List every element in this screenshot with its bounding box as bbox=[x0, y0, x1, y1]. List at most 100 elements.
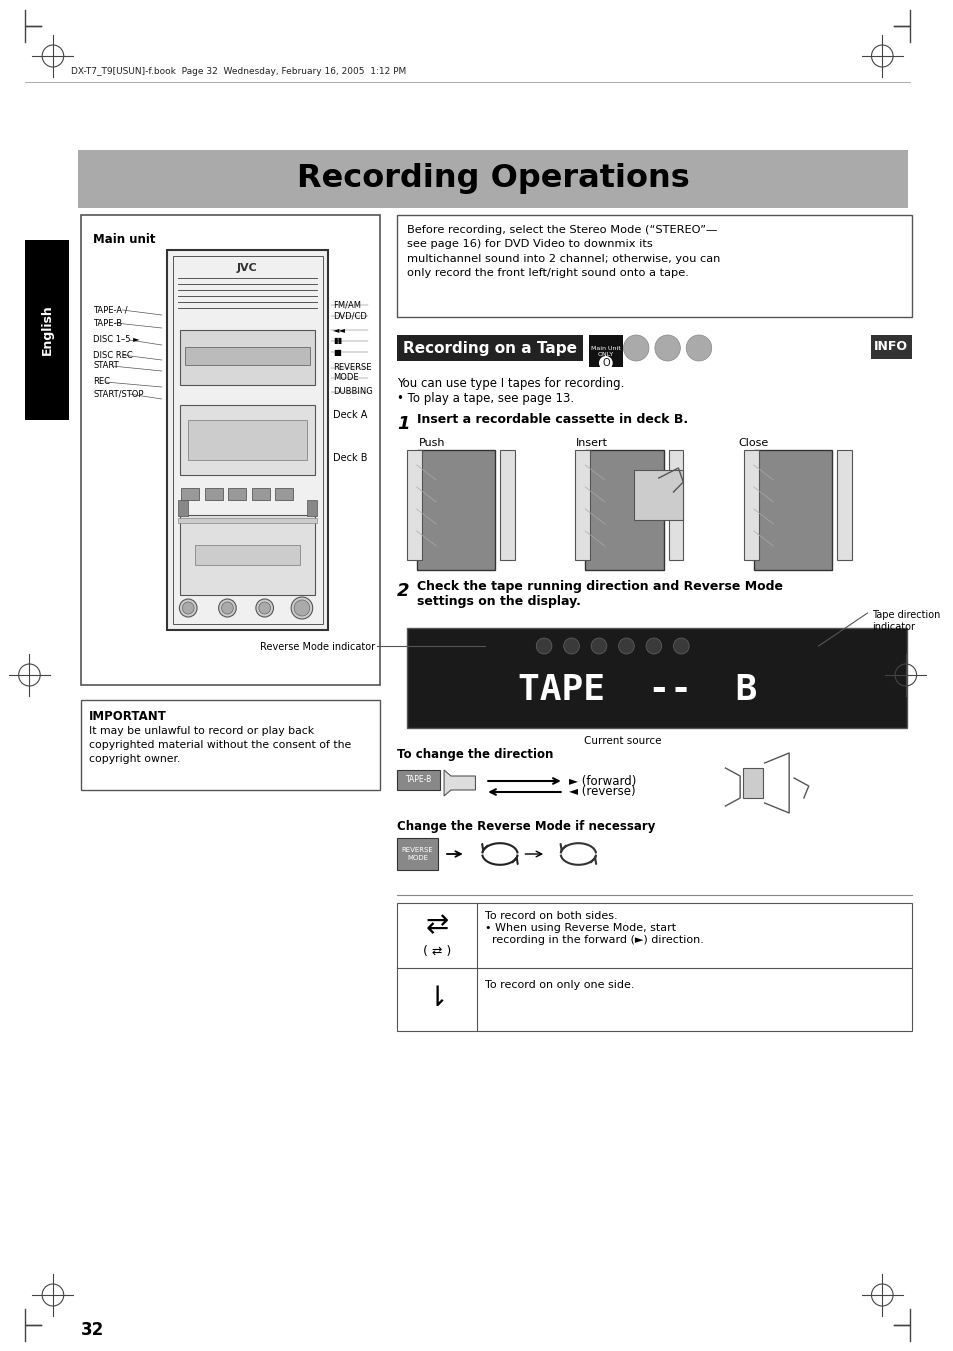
Text: JVC: JVC bbox=[236, 263, 257, 273]
Text: Tape direction
indicator: Tape direction indicator bbox=[872, 611, 940, 632]
Bar bbox=[396, 838, 437, 870]
Bar bbox=[589, 335, 622, 367]
Bar bbox=[406, 450, 421, 561]
Text: Change the Reverse Mode if necessary: Change the Reverse Mode if necessary bbox=[396, 820, 655, 834]
Bar bbox=[499, 450, 514, 561]
Text: Main unit: Main unit bbox=[93, 232, 155, 246]
Circle shape bbox=[294, 600, 310, 616]
Text: English: English bbox=[41, 304, 53, 355]
Bar bbox=[307, 500, 316, 516]
Text: • To play a tape, see page 13.: • To play a tape, see page 13. bbox=[396, 392, 574, 405]
Text: DUBBING: DUBBING bbox=[333, 388, 373, 396]
Bar bbox=[869, 335, 911, 359]
Bar bbox=[181, 488, 199, 500]
Bar bbox=[753, 450, 831, 570]
Bar bbox=[668, 450, 682, 561]
Text: ⇂: ⇂ bbox=[425, 984, 448, 1012]
Text: REVERSE
MODE: REVERSE MODE bbox=[401, 847, 433, 861]
Bar bbox=[275, 488, 293, 500]
Text: 2: 2 bbox=[396, 582, 409, 600]
Text: Reverse Mode indicator: Reverse Mode indicator bbox=[260, 642, 375, 653]
Text: Main Unit
ONLY: Main Unit ONLY bbox=[590, 346, 620, 357]
Text: You can use type I tapes for recording.: You can use type I tapes for recording. bbox=[396, 377, 624, 390]
Circle shape bbox=[221, 603, 233, 613]
Circle shape bbox=[563, 638, 578, 654]
Bar bbox=[194, 544, 299, 565]
Bar bbox=[575, 450, 590, 561]
Text: recording in the forward (►) direction.: recording in the forward (►) direction. bbox=[485, 935, 703, 944]
Text: O: O bbox=[601, 358, 609, 367]
Bar bbox=[743, 450, 758, 561]
Text: ◄ (reverse): ◄ (reverse) bbox=[568, 785, 635, 798]
Text: START/STOP: START/STOP bbox=[93, 389, 144, 399]
Text: TAPE-B: TAPE-B bbox=[405, 775, 432, 785]
Text: TAPE-B: TAPE-B bbox=[93, 319, 122, 327]
Bar bbox=[396, 335, 582, 361]
Text: Check the tape running direction and Reverse Mode
settings on the display.: Check the tape running direction and Rev… bbox=[416, 580, 781, 608]
Circle shape bbox=[255, 598, 274, 617]
Bar bbox=[167, 250, 328, 630]
Bar bbox=[396, 902, 911, 1031]
Bar bbox=[180, 515, 314, 594]
Text: Insert: Insert bbox=[575, 438, 607, 449]
Circle shape bbox=[654, 335, 679, 361]
Bar bbox=[742, 767, 761, 798]
Text: IMPORTANT: IMPORTANT bbox=[90, 711, 167, 723]
Text: ( ⇄ ): ( ⇄ ) bbox=[422, 944, 451, 958]
Bar bbox=[178, 517, 316, 523]
Text: ► (forward): ► (forward) bbox=[568, 774, 636, 788]
Text: ◄◄: ◄◄ bbox=[333, 326, 346, 335]
Circle shape bbox=[645, 638, 661, 654]
Text: Deck A: Deck A bbox=[333, 409, 367, 420]
Text: REVERSE: REVERSE bbox=[333, 363, 372, 373]
Circle shape bbox=[291, 597, 313, 619]
Text: ■: ■ bbox=[333, 347, 341, 357]
Text: Current source: Current source bbox=[583, 736, 660, 746]
Circle shape bbox=[182, 603, 193, 613]
Bar bbox=[188, 420, 307, 459]
Circle shape bbox=[591, 638, 606, 654]
Text: 32: 32 bbox=[81, 1321, 105, 1339]
Bar bbox=[396, 770, 439, 790]
Text: ⇄: ⇄ bbox=[425, 911, 448, 939]
Text: Recording Operations: Recording Operations bbox=[296, 163, 689, 195]
Bar bbox=[26, 240, 69, 420]
Bar bbox=[252, 488, 270, 500]
Circle shape bbox=[598, 357, 612, 370]
Text: Before recording, select the Stereo Mode (“STEREO”—
see page 16) for DVD Video t: Before recording, select the Stereo Mode… bbox=[406, 226, 720, 278]
Text: TAPE-A /: TAPE-A / bbox=[93, 305, 128, 315]
Bar bbox=[584, 450, 663, 570]
Text: START: START bbox=[93, 362, 118, 370]
Text: FM/AM: FM/AM bbox=[333, 300, 361, 309]
Circle shape bbox=[258, 603, 271, 613]
Bar bbox=[172, 255, 322, 624]
Text: DX-T7_T9[USUN]-f.book  Page 32  Wednesday, February 16, 2005  1:12 PM: DX-T7_T9[USUN]-f.book Page 32 Wednesday,… bbox=[71, 66, 405, 76]
Text: To record on both sides.: To record on both sides. bbox=[485, 911, 618, 921]
Text: MODE: MODE bbox=[333, 373, 358, 382]
Bar bbox=[78, 150, 907, 208]
Text: To change the direction: To change the direction bbox=[396, 748, 553, 761]
Text: TAPE  --  B: TAPE -- B bbox=[517, 673, 756, 707]
Bar bbox=[180, 405, 314, 476]
Text: DVD/CD: DVD/CD bbox=[333, 312, 367, 320]
Bar bbox=[837, 450, 851, 561]
Bar bbox=[406, 628, 906, 728]
Bar bbox=[228, 488, 246, 500]
Text: INFO: INFO bbox=[873, 340, 907, 354]
Bar bbox=[416, 450, 495, 570]
Text: 1: 1 bbox=[396, 415, 409, 434]
Text: DISC 1–5 ►: DISC 1–5 ► bbox=[93, 335, 139, 345]
Circle shape bbox=[673, 638, 688, 654]
Circle shape bbox=[536, 638, 552, 654]
Text: Deck B: Deck B bbox=[333, 453, 368, 463]
Text: ▮▮: ▮▮ bbox=[333, 336, 342, 346]
Text: Push: Push bbox=[418, 438, 445, 449]
Circle shape bbox=[218, 598, 236, 617]
Circle shape bbox=[623, 335, 648, 361]
Text: Recording on a Tape: Recording on a Tape bbox=[402, 340, 577, 357]
Circle shape bbox=[685, 335, 711, 361]
Bar bbox=[81, 700, 380, 790]
Bar bbox=[396, 215, 911, 317]
Text: To record on only one side.: To record on only one side. bbox=[485, 979, 634, 990]
Polygon shape bbox=[443, 770, 475, 796]
